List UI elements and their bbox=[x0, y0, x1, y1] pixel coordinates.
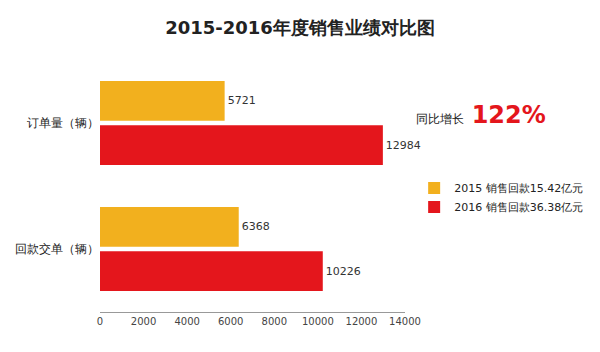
svg-text:12984: 12984 bbox=[386, 139, 421, 152]
svg-text:0: 0 bbox=[97, 316, 103, 327]
svg-text:12000: 12000 bbox=[346, 316, 378, 327]
svg-text:2016 销售回款36.38亿元: 2016 销售回款36.38亿元 bbox=[454, 201, 583, 214]
svg-text:6368: 6368 bbox=[242, 220, 270, 233]
svg-text:4000: 4000 bbox=[174, 316, 199, 327]
svg-text:2015 销售回款15.42亿元: 2015 销售回款15.42亿元 bbox=[454, 182, 583, 195]
svg-text:5721: 5721 bbox=[228, 94, 256, 107]
svg-text:2000: 2000 bbox=[131, 316, 156, 327]
svg-text:订单量（辆）: 订单量（辆） bbox=[27, 116, 99, 130]
svg-text:2015-2016年度销售业绩对比图: 2015-2016年度销售业绩对比图 bbox=[165, 17, 435, 38]
svg-text:回款交单（辆）: 回款交单（辆） bbox=[15, 242, 99, 256]
svg-text:6000: 6000 bbox=[218, 316, 243, 327]
svg-text:14000: 14000 bbox=[389, 316, 421, 327]
svg-text:10226: 10226 bbox=[326, 265, 361, 278]
svg-text:同比增长 122%: 同比增长 122% bbox=[416, 101, 546, 129]
svg-text:10000: 10000 bbox=[302, 316, 334, 327]
svg-text:8000: 8000 bbox=[262, 316, 287, 327]
